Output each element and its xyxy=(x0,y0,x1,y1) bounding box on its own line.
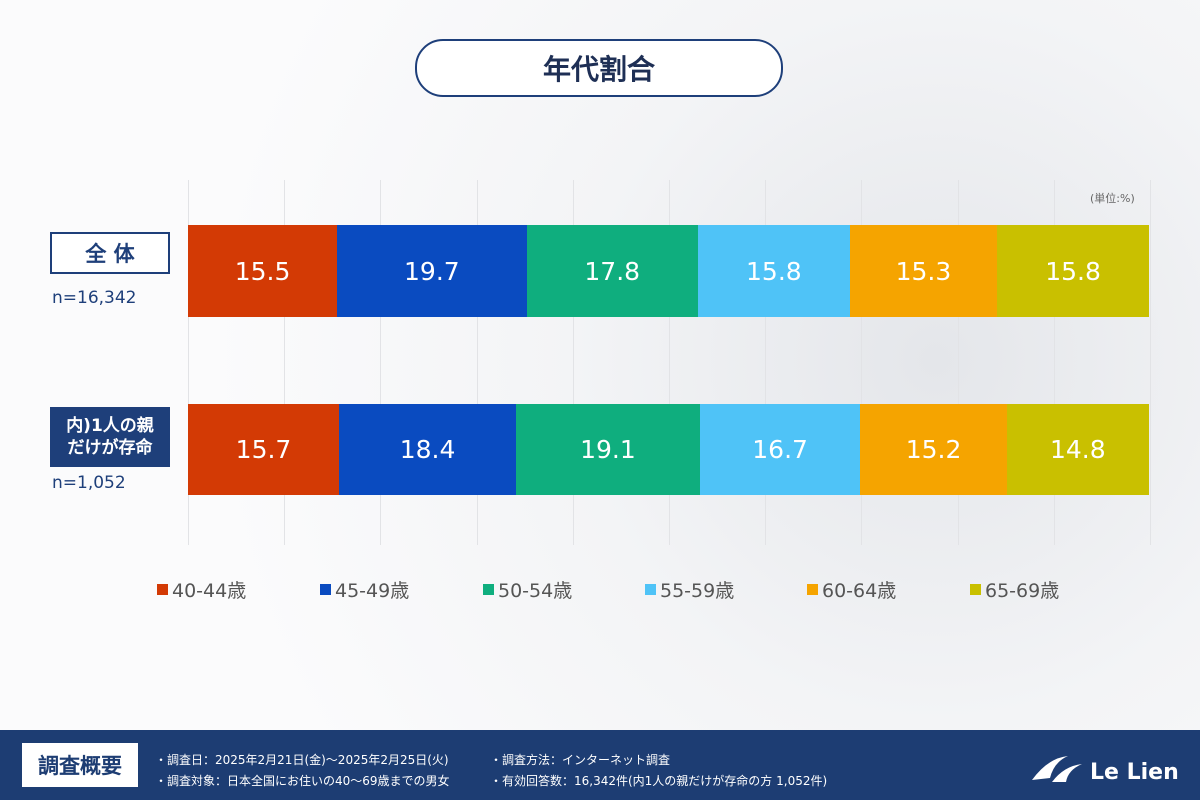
legend-item: 60-64歳 xyxy=(807,576,896,603)
value-label: 15.3 xyxy=(895,256,952,286)
footer-heading: 調査概要 xyxy=(22,743,138,787)
grid-line xyxy=(1053,180,1055,545)
grid-line xyxy=(861,180,863,545)
bar-segment: 15.8 xyxy=(997,225,1150,317)
unit-label: (単位:%) xyxy=(1090,192,1135,205)
legend-label: 50-54歳 xyxy=(498,580,573,602)
legend-label: 45-49歳 xyxy=(335,580,410,602)
value-label: 15.5 xyxy=(234,256,291,286)
bar-segment: 16.7 xyxy=(699,404,861,495)
footer-item: ・調査方法：インターネット調査 xyxy=(490,753,671,767)
value-label: 14.8 xyxy=(1050,435,1106,464)
value-label: 16.7 xyxy=(752,435,808,464)
legend-item: 55-59歳 xyxy=(645,576,734,603)
legend-label: 60-64歳 xyxy=(822,580,897,602)
grid-line xyxy=(572,180,574,545)
bar-segment: 14.8 xyxy=(1006,404,1150,495)
bar-segment: 19.7 xyxy=(337,225,527,317)
value-label: 19.1 xyxy=(580,435,636,464)
legend-swatch xyxy=(645,584,656,595)
grid-line xyxy=(765,180,767,545)
bar-segment: 15.8 xyxy=(697,225,850,317)
grid-line xyxy=(284,180,286,545)
legend-label: 65-69歳 xyxy=(985,580,1060,602)
grid-line xyxy=(476,180,478,545)
bar-segment: 15.7 xyxy=(188,404,340,495)
grid-line xyxy=(1150,180,1151,545)
grid-line xyxy=(380,180,382,545)
legend-item: 65-69歳 xyxy=(970,576,1059,603)
legend-swatch xyxy=(483,584,494,595)
value-label: 19.7 xyxy=(404,256,460,286)
legend-item: 40-44歳 xyxy=(157,576,246,603)
sample-size: n=1,052 xyxy=(52,473,126,493)
legend-label: 40-44歳 xyxy=(172,580,247,602)
sample-size: n=16,342 xyxy=(52,288,137,308)
chart-title: 年代割合 xyxy=(415,39,783,97)
bar-segment: 18.4 xyxy=(339,404,517,495)
logo: Le Lien xyxy=(1090,760,1179,785)
bar-segment: 15.2 xyxy=(860,404,1007,495)
legend-item: 45-49歳 xyxy=(320,576,409,603)
footer-item: ・調査日：2025年2月21日(金)～2025年2月25日(火) xyxy=(155,753,449,767)
footer-item: ・調査対象：日本全国にお住いの40～69歳までの男女 xyxy=(155,774,450,788)
value-label: 15.2 xyxy=(905,435,962,464)
bar-segment: 15.5 xyxy=(188,225,338,317)
value-label: 15.8 xyxy=(1045,256,1101,286)
legend-swatch xyxy=(807,584,818,595)
category-label: 内)1人の親 だけが存命 xyxy=(50,407,170,467)
grid-line xyxy=(957,180,959,545)
legend-item: 50-54歳 xyxy=(483,576,572,603)
bar-segment: 17.8 xyxy=(526,225,698,317)
bar-segment: 15.3 xyxy=(849,225,998,317)
bar-segment: 19.1 xyxy=(516,404,700,495)
logo-mark xyxy=(1032,756,1082,782)
footer-item: ・有効回答数：16,342件(内1人の親だけが存命の方 1,052件) xyxy=(490,774,828,788)
category-label: 全 体 xyxy=(50,232,170,274)
value-label: 15.8 xyxy=(746,256,802,286)
value-label: 17.8 xyxy=(584,256,641,286)
value-label: 18.4 xyxy=(399,435,456,464)
legend-label: 55-59歳 xyxy=(660,580,735,602)
legend-swatch xyxy=(320,584,331,595)
value-label: 15.7 xyxy=(235,435,292,464)
legend-swatch xyxy=(970,584,981,595)
grid-line xyxy=(188,180,189,545)
legend-swatch xyxy=(157,584,168,595)
footer xyxy=(0,730,1200,800)
grid-line xyxy=(669,180,670,545)
